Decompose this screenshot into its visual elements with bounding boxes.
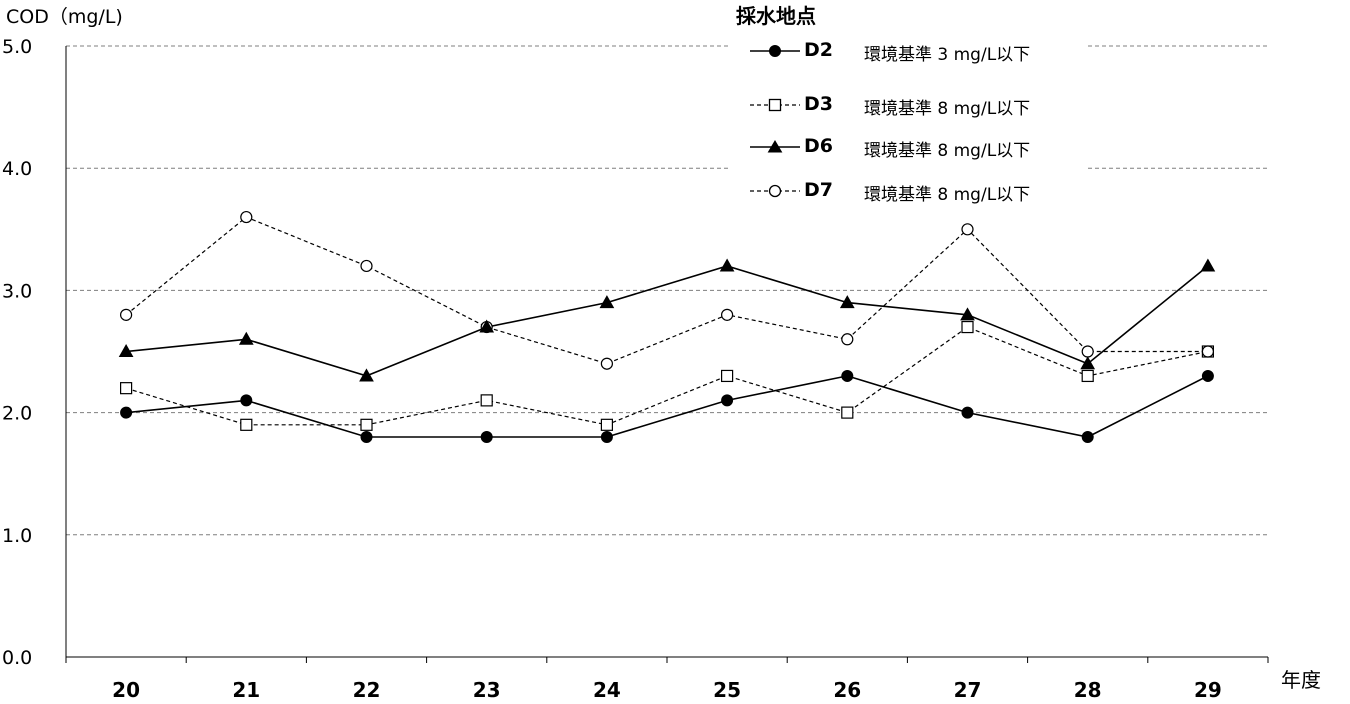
y-tick-label: 2.0: [2, 403, 32, 425]
data-point-d3: [720, 369, 734, 383]
x-tick-label: 20: [112, 678, 140, 702]
legend-swatch-d7: [750, 184, 800, 198]
legend-standard-d3: 環境基準 8 mg/L以下: [864, 99, 1031, 119]
data-point-d6: [960, 307, 975, 321]
data-point-d7: [720, 308, 734, 321]
data-point-d2: [600, 431, 613, 444]
data-point-d2: [841, 369, 854, 382]
data-point-d2: [240, 394, 253, 407]
y-tick-label: 1.0: [2, 525, 32, 547]
data-point-d6: [1200, 258, 1216, 272]
x-tick-label: 23: [473, 678, 501, 702]
data-point-d2: [961, 406, 974, 419]
x-tick-label: 26: [833, 678, 861, 702]
y-tick-label: 0.0: [2, 647, 32, 669]
data-point-d3: [240, 418, 253, 431]
data-point-d7: [841, 333, 854, 346]
data-point-d2: [120, 406, 133, 419]
data-point-d2: [721, 394, 734, 407]
data-point-d3: [961, 320, 974, 334]
data-point-d3: [841, 406, 854, 419]
data-point-d2: [480, 431, 493, 444]
series-group: [118, 210, 1216, 444]
legend-item-d3: D3 環境基準 8 mg/L以下: [728, 90, 1088, 120]
legend-standard-d7: 環境基準 8 mg/L以下: [864, 185, 1031, 205]
legend-item-d6: D6 環境基準 8 mg/L以下: [728, 132, 1088, 162]
data-point-d6: [118, 343, 134, 357]
legend: D2 環境基準 3 mg/L以下 D3 環境基準 8 mg/L以下 D6 環境基…: [728, 36, 1088, 216]
series-line-d2: [126, 375, 1209, 438]
legend-swatch-d3: [750, 98, 800, 112]
legend-label-d3: D3: [804, 93, 833, 115]
data-point-d7: [600, 357, 614, 370]
x-tick-label: 24: [593, 678, 621, 702]
data-point-d7: [360, 259, 373, 273]
legend-item-d7: D7 環境基準 8 mg/L以下: [728, 176, 1088, 206]
legend-label-d2: D2: [804, 39, 833, 61]
legend-label-d7: D7: [804, 179, 833, 201]
data-point-d6: [1080, 356, 1096, 370]
y-tick-label: 5.0: [2, 36, 32, 58]
legend-title: 採水地点: [736, 4, 816, 28]
data-point-d3: [119, 382, 133, 395]
data-point-d6: [238, 331, 254, 345]
x-tick-labels: 20 21 22 23 24 25 26 27 28 29: [112, 678, 1222, 702]
data-point-d7: [119, 308, 133, 321]
legend-swatch-d2: [750, 45, 800, 57]
data-point-d6: [599, 295, 615, 309]
data-point-d2: [1201, 369, 1214, 382]
legend-standard-d6: 環境基準 8 mg/L以下: [864, 141, 1031, 161]
data-point-d2: [1081, 431, 1094, 444]
data-point-d3: [1081, 369, 1094, 383]
data-point-d7: [961, 223, 974, 236]
legend-swatch-d6: [750, 140, 800, 153]
x-tick-label: 25: [713, 678, 741, 702]
y-axis-label: COD（mg/L): [6, 6, 123, 28]
x-tick-label: 22: [353, 678, 381, 702]
data-point-d3: [480, 394, 493, 407]
x-tick-label: 28: [1074, 678, 1102, 702]
data-point-d7: [1201, 345, 1215, 358]
data-point-d2: [360, 431, 373, 444]
data-point-d7: [240, 210, 253, 224]
axes: [65, 46, 1269, 663]
y-tick-label: 4.0: [2, 158, 32, 180]
y-tick-labels: 0.0 1.0 2.0 3.0 4.0 5.0: [2, 36, 32, 669]
legend-standard-d2: 環境基準 3 mg/L以下: [864, 45, 1031, 65]
y-tick-label: 3.0: [2, 280, 32, 302]
series-line-d3: [125, 326, 1209, 426]
series-line-d7: [125, 216, 1208, 365]
x-axis-label: 年度: [1281, 668, 1321, 692]
series-line-d6: [126, 265, 1209, 377]
data-point-d3: [360, 418, 373, 431]
data-point-d7: [1081, 345, 1094, 358]
data-point-d3: [600, 418, 614, 431]
x-tick-label: 27: [954, 678, 982, 702]
data-point-d6: [839, 295, 855, 309]
legend-label-d6: D6: [804, 135, 833, 157]
x-tick-label: 29: [1194, 678, 1222, 702]
data-point-d6: [479, 319, 495, 333]
x-tick-label: 21: [232, 678, 260, 702]
data-point-d6: [359, 368, 374, 382]
data-point-d6: [719, 258, 735, 272]
legend-item-d2: D2 環境基準 3 mg/L以下: [728, 36, 1088, 66]
